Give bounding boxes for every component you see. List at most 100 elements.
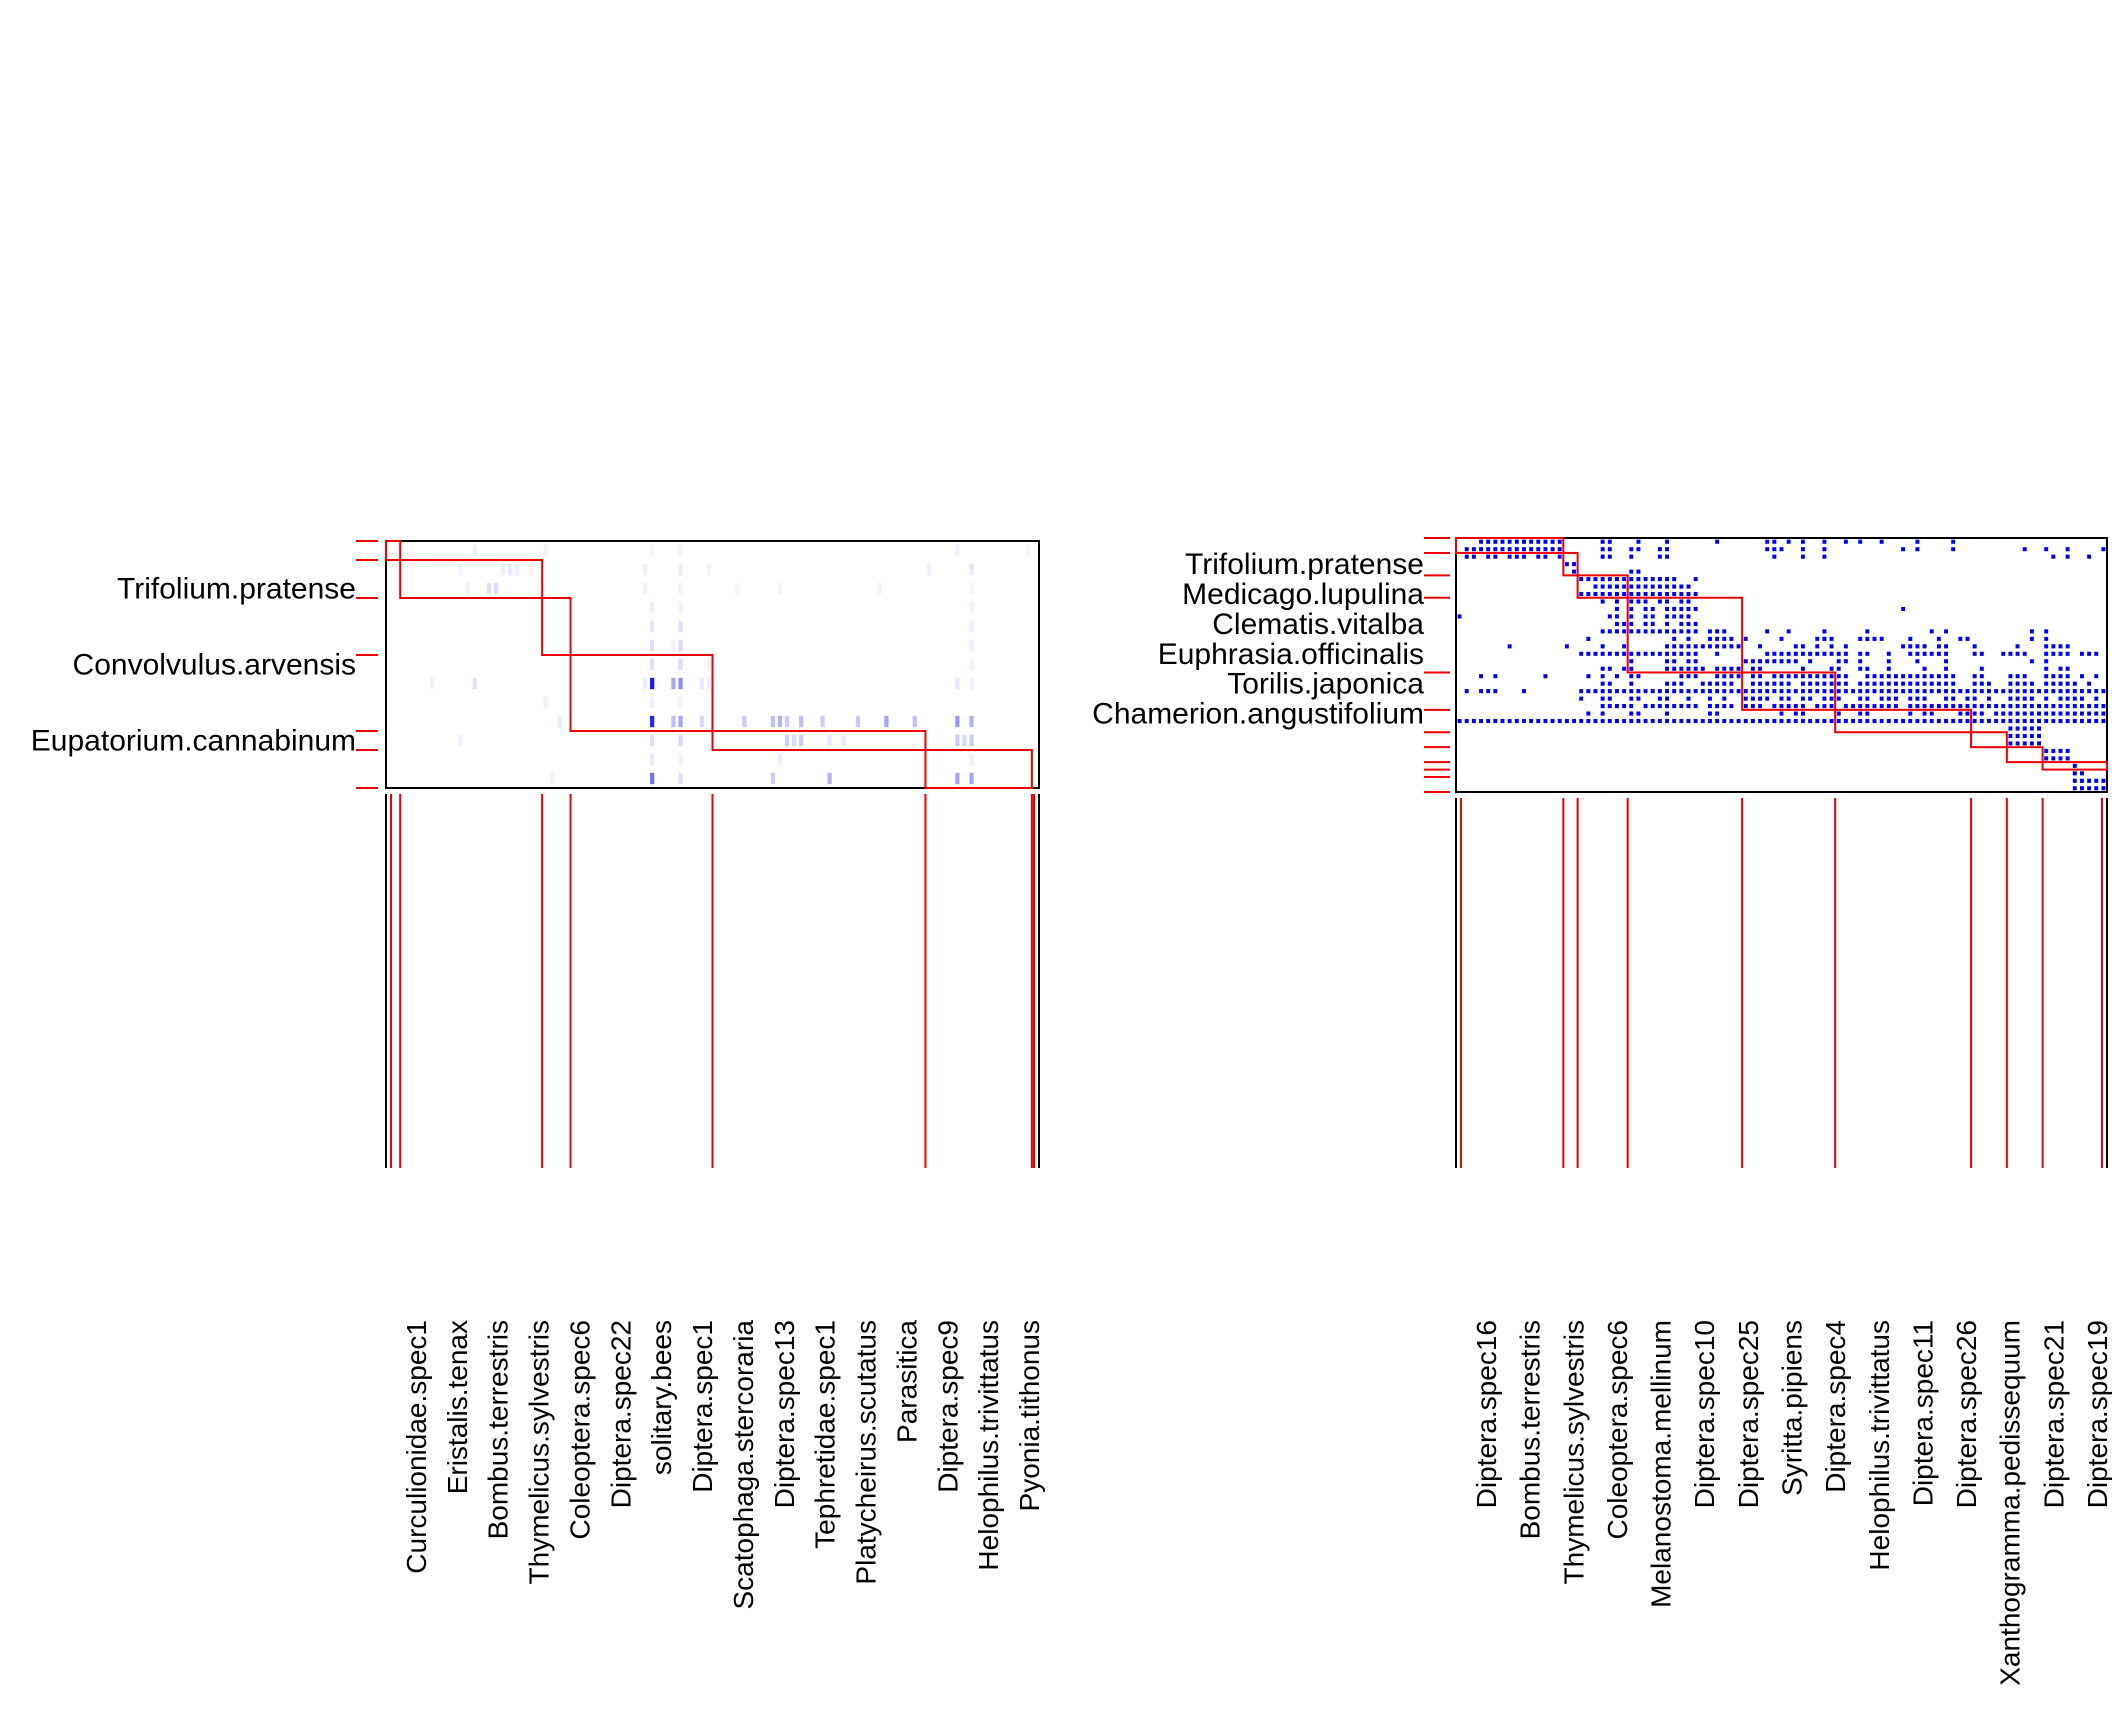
interaction-cell [1972,681,1977,686]
interaction-cell [1529,547,1534,552]
interaction-cell [1843,659,1848,664]
column-label: Diptera.spec19 [2082,1320,2112,1508]
interaction-cell [2079,718,2084,724]
interaction-cell [1622,577,1627,582]
interaction-cell [2094,651,2099,656]
interaction-cell [1944,681,1948,686]
interaction-cell [1507,644,1512,649]
interaction-cell [1750,659,1755,664]
interaction-cell [2015,718,2020,724]
interaction-cell [1693,606,1698,612]
interaction-cell [1750,696,1755,701]
interaction-cell [2008,711,2013,716]
interaction-cell [1486,689,1491,694]
interaction-cell [1686,584,1691,589]
interaction-cell [706,658,712,671]
interaction-cell [827,734,832,747]
interaction-cell [1886,659,1891,664]
interaction-cell [2029,681,2034,686]
interaction-cell [1750,666,1755,671]
interaction-cell [1758,681,1762,686]
interaction-cell [1593,584,1598,589]
column-label: Helophilus.trivittatus [973,1320,1004,1571]
interaction-cell [1700,689,1705,694]
column-label: Coleoptera.spec6 [1602,1320,1633,1539]
interaction-cell [1607,591,1612,597]
interaction-cell [1657,554,1662,559]
interaction-cell [1700,644,1705,649]
interaction-cell [1779,659,1784,664]
interaction-cell [2008,681,2013,686]
interaction-cell [1600,577,1605,582]
interaction-cell [2008,696,2013,701]
interaction-cell [1822,651,1827,656]
interaction-cell [1550,547,1555,552]
interaction-cell [2079,674,2084,679]
interaction-cell [1600,666,1605,671]
column-label: Diptera.spec21 [2038,1320,2069,1508]
interaction-cell [2094,674,2099,679]
interaction-cell [1772,539,1777,544]
interaction-cell [1843,689,1848,694]
interaction-cell [1851,704,1855,709]
interaction-cell [2001,711,2006,716]
interaction-cell [1614,718,1619,724]
interaction-cell [1600,554,1605,559]
interaction-cell [1765,689,1770,694]
interaction-cell [1693,718,1698,724]
interaction-cell [678,677,683,690]
interaction-cell [1979,704,1984,709]
interaction-cell [1829,674,1834,679]
interaction-cell [1629,681,1634,686]
interaction-cell [1493,718,1498,724]
interaction-cell [1908,674,1913,679]
module-box [399,559,544,599]
interaction-cell [1607,577,1612,582]
interaction-cell [1707,644,1712,649]
interaction-cell [1786,689,1791,694]
row-label: Torilis.japonica [1227,668,1424,701]
row-label: Chamerion.angustifolium [1092,698,1424,731]
interaction-cell [2044,696,2049,701]
interaction-cell [2051,756,2056,761]
module-box [1970,731,2008,749]
interaction-cell [1707,636,1712,641]
interaction-cell [1951,689,1956,694]
interaction-cell [770,772,775,785]
interaction-cell [1650,606,1655,612]
interaction-cell [1994,689,1999,694]
interaction-cell [1836,651,1841,656]
interaction-cell [1579,651,1584,656]
interaction-cell [1672,718,1677,724]
interaction-cell [955,677,960,690]
interaction-cell [1686,636,1691,641]
interaction-cell [1672,659,1677,664]
interaction-cell [1679,614,1684,619]
interaction-cell [642,563,648,576]
interaction-cell [2044,547,2049,552]
interaction-cell [1944,696,1948,701]
interaction-cell [1521,689,1526,694]
interaction-cell [969,734,974,747]
interaction-cell [1800,704,1805,709]
interaction-cell [1629,621,1634,626]
row-label: Medicago.lupulina [1182,578,1424,611]
interaction-cell [2079,689,2084,694]
interaction-cell [1593,577,1598,582]
interaction-cell [2037,726,2041,731]
interaction-cell [799,715,804,728]
interaction-cell [1786,674,1791,679]
interaction-cell [2029,696,2034,701]
interaction-cell [500,563,506,576]
interaction-cell [1600,547,1605,552]
interaction-cell [1672,614,1677,619]
column-label: Platycheirus.scutatus [851,1320,882,1585]
interaction-cell [1915,659,1920,664]
interaction-cell [1829,718,1834,724]
interaction-cell [1700,718,1705,724]
interaction-cell [1614,689,1619,694]
interaction-cell [1679,644,1684,649]
interaction-cell [1636,651,1641,656]
interaction-cell [1557,718,1562,724]
interaction-cell [955,715,960,728]
